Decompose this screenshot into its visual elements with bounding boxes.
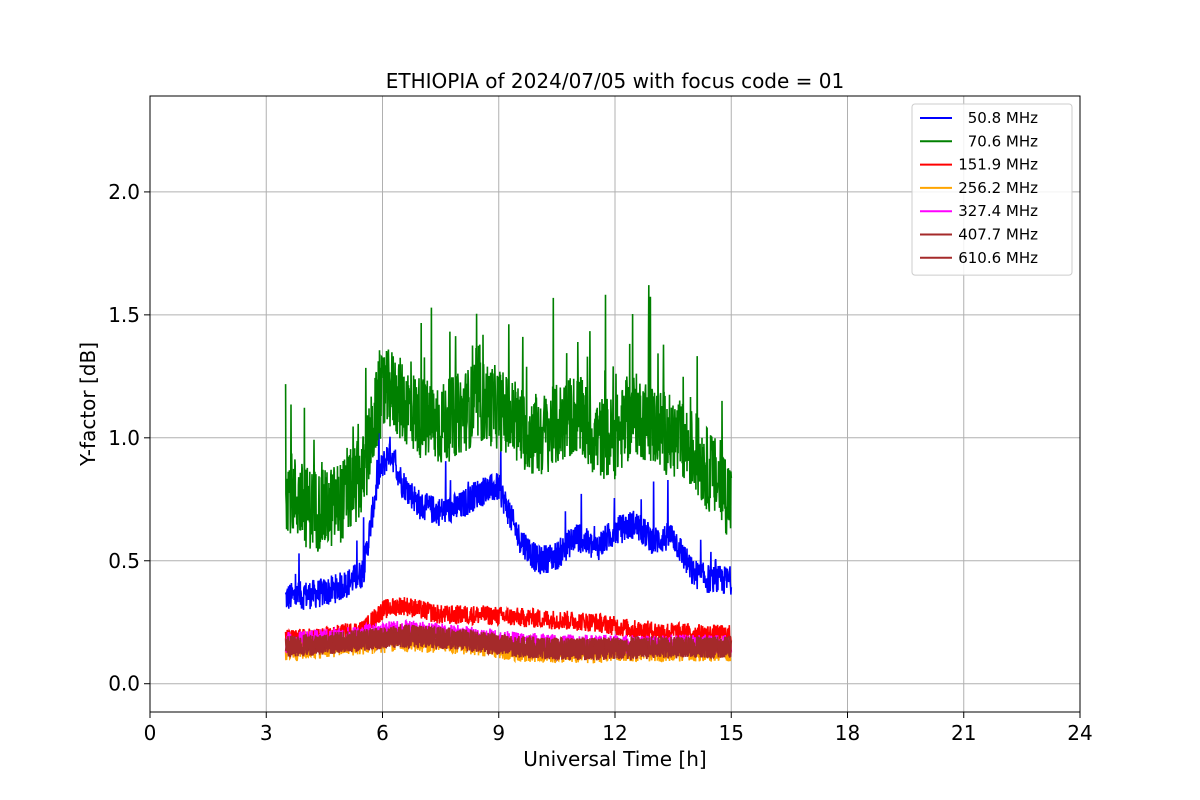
x-tick-label: 12 (602, 721, 627, 745)
y-axis: 0.0 0.5 1.0 1.5 2.0 (108, 180, 150, 696)
legend-label: 151.9 MHz (958, 156, 1038, 174)
legend: 50.8 MHz 70.6 MHz 151.9 MHz 256.2 MHz 327.4 … (911, 103, 1073, 276)
y-tick-label: 2.0 (108, 180, 140, 204)
x-tick-label: 3 (260, 721, 273, 745)
series-line-0 (284, 402, 733, 610)
legend-label: 327.4 MHz (958, 202, 1038, 220)
y-tick-label: 0.5 (108, 549, 140, 573)
y-tick-label: 1.0 (108, 426, 140, 450)
x-tick-label: 0 (144, 721, 157, 745)
legend-box (911, 103, 1073, 276)
x-tick-label: 24 (1067, 721, 1092, 745)
legend-label: 610.6 MHz (958, 249, 1038, 267)
x-axis-label: Universal Time [h] (523, 747, 706, 771)
x-tick-label: 6 (376, 721, 389, 745)
x-tick-label: 15 (719, 721, 744, 745)
series-line-6 (284, 624, 733, 663)
legend-label: 256.2 MHz (958, 179, 1038, 197)
x-tick-label: 9 (492, 721, 505, 745)
y-axis-label: Y-factor [dB] (76, 342, 100, 467)
x-tick-label: 18 (835, 721, 860, 745)
series-line-1 (284, 285, 733, 552)
x-tick-label: 21 (951, 721, 976, 745)
legend-label: 50.8 MHz (968, 109, 1038, 127)
legend-label: 407.7 MHz (958, 226, 1038, 244)
series-line-2 (284, 597, 732, 649)
legend-label: 70.6 MHz (968, 132, 1038, 150)
y-tick-label: 1.5 (108, 303, 140, 327)
chart-title: ETHIOPIA of 2024/07/05 with focus code =… (386, 69, 844, 93)
y-tick-label: 0.0 (108, 672, 140, 696)
series-layer (284, 285, 733, 664)
x-axis: 0 3 6 9 12 15 18 21 24 (144, 712, 1093, 745)
